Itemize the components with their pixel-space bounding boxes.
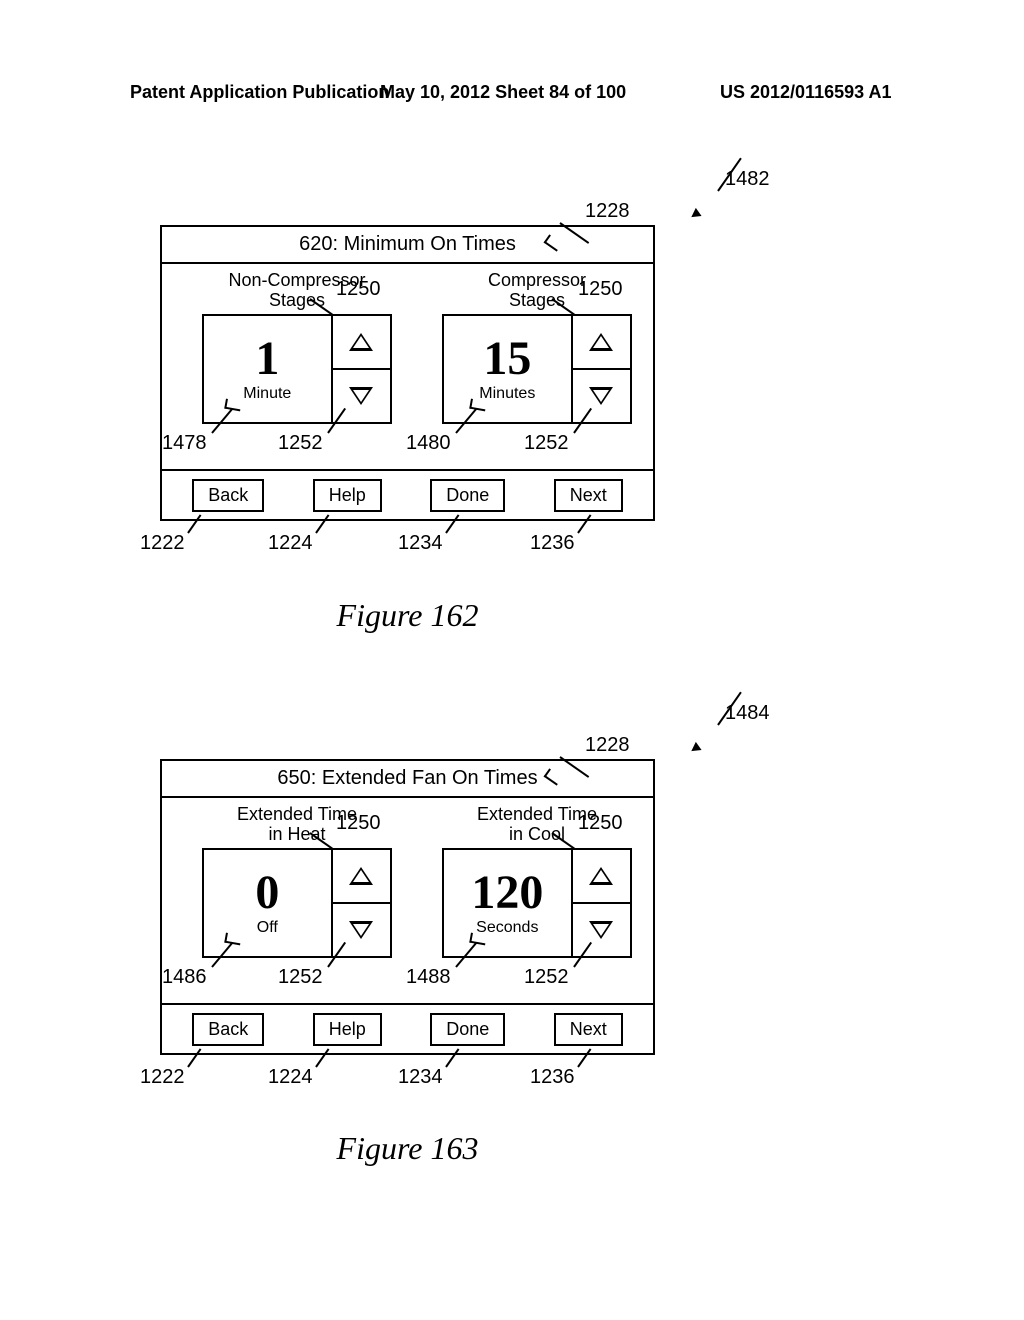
ref-1224-162: 1224 (268, 532, 313, 555)
noncomp-arrows (333, 316, 390, 422)
cool-value-main: 120 Seconds (444, 850, 573, 956)
cool-up-button[interactable] (573, 850, 630, 904)
triangle-down-icon (349, 387, 373, 405)
comp-up-button[interactable] (573, 316, 630, 370)
comp-unit: Minutes (479, 385, 535, 403)
next-button[interactable]: Next (554, 479, 623, 512)
header-right: US 2012/0116593 A1 (720, 82, 891, 103)
help-button[interactable]: Help (313, 479, 382, 512)
ref-1488: 1488 (406, 966, 451, 989)
cool-arrows (573, 850, 630, 956)
ref-1252-162r: 1252 (524, 432, 569, 455)
back-button[interactable]: Back (192, 479, 264, 512)
ref-1250-163l: 1250 (336, 812, 381, 835)
title-bar-163: 650: Extended Fan On Times (162, 761, 653, 798)
noncomp-up-button[interactable] (333, 316, 390, 370)
done-button[interactable]: Done (430, 1013, 505, 1046)
triangle-up-icon (589, 333, 613, 351)
ref-1234-162: 1234 (398, 532, 443, 555)
header-left: Patent Application Publication (130, 82, 389, 103)
figure-163-caption: Figure 163 (160, 1130, 655, 1167)
figure-162-block: 620: Minimum On Times Non-Compressor Sta… (160, 225, 655, 521)
lead-1484-arrow (688, 742, 701, 755)
ref-1250-163r: 1250 (578, 812, 623, 835)
ref-1250-162r: 1250 (578, 278, 623, 301)
ref-1222-162: 1222 (140, 532, 185, 555)
ref-1236-162: 1236 (530, 532, 575, 555)
cool-down-button[interactable] (573, 904, 630, 956)
heat-value: 0 (255, 869, 279, 917)
ref-1228-162: 1228 (585, 200, 630, 223)
done-button[interactable]: Done (430, 479, 505, 512)
header-mid: May 10, 2012 Sheet 84 of 100 (380, 82, 626, 103)
heat-unit: Off (257, 919, 278, 937)
comp-value-main: 15 Minutes (444, 316, 573, 422)
cool-value: 120 (471, 869, 543, 917)
next-button[interactable]: Next (554, 1013, 623, 1046)
triangle-down-icon (589, 921, 613, 939)
back-button[interactable]: Back (192, 1013, 264, 1046)
ref-1224-163: 1224 (268, 1066, 313, 1089)
comp-value: 15 (483, 335, 531, 383)
button-row: Back Help Done Next (162, 469, 653, 519)
ref-1252-163r: 1252 (524, 966, 569, 989)
help-button[interactable]: Help (313, 1013, 382, 1046)
ref-1228-163: 1228 (585, 734, 630, 757)
ref-1250-162l: 1250 (336, 278, 381, 301)
heat-value-main: 0 Off (204, 850, 333, 956)
comp-arrows (573, 316, 630, 422)
ref-1480: 1480 (406, 432, 451, 455)
triangle-down-icon (589, 387, 613, 405)
ref-1252-163l: 1252 (278, 966, 323, 989)
ref-1252-162l: 1252 (278, 432, 323, 455)
title-bar: 620: Minimum On Times (162, 227, 653, 264)
figure-162-caption: Figure 162 (160, 597, 655, 634)
triangle-up-icon (349, 867, 373, 885)
ref-1486: 1486 (162, 966, 207, 989)
device-frame-163: 650: Extended Fan On Times Extended Time… (160, 759, 655, 1055)
triangle-down-icon (349, 921, 373, 939)
figure-163-block: 650: Extended Fan On Times Extended Time… (160, 759, 655, 1055)
ref-1478: 1478 (162, 432, 207, 455)
noncomp-value: 1 (255, 335, 279, 383)
triangle-up-icon (589, 867, 613, 885)
heat-arrows (333, 850, 390, 956)
comp-down-button[interactable] (573, 370, 630, 422)
device-frame-162: 620: Minimum On Times Non-Compressor Sta… (160, 225, 655, 521)
ref-1234-163: 1234 (398, 1066, 443, 1089)
noncomp-value-main: 1 Minute (204, 316, 333, 422)
noncomp-unit: Minute (243, 385, 291, 403)
triangle-up-icon (349, 333, 373, 351)
button-row-163: Back Help Done Next (162, 1003, 653, 1053)
lead-1482-arrow (688, 208, 701, 221)
heat-up-button[interactable] (333, 850, 390, 904)
ref-1222-163: 1222 (140, 1066, 185, 1089)
ref-1236-163: 1236 (530, 1066, 575, 1089)
